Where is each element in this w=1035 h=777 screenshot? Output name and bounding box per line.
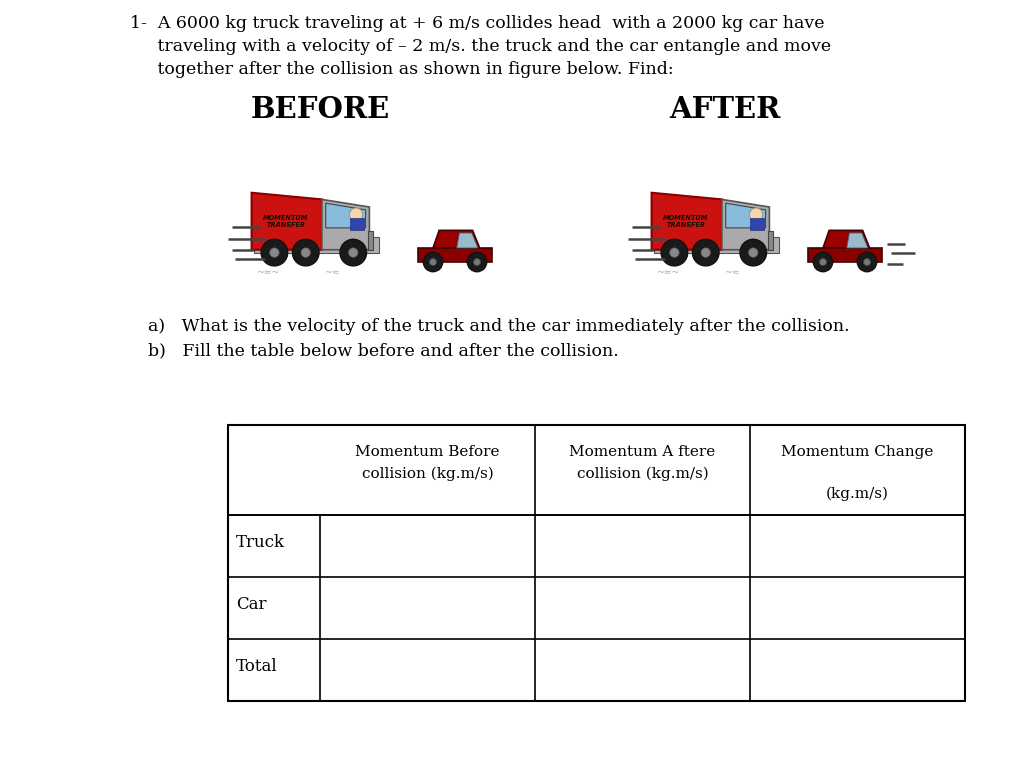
Text: collision (kg.m/s): collision (kg.m/s) <box>576 467 708 482</box>
Circle shape <box>749 208 763 221</box>
Text: BEFORE: BEFORE <box>250 95 389 124</box>
Polygon shape <box>808 248 882 262</box>
Polygon shape <box>823 230 869 248</box>
Polygon shape <box>433 230 479 248</box>
Circle shape <box>820 259 827 266</box>
Polygon shape <box>653 238 779 253</box>
Text: collision (kg.m/s): collision (kg.m/s) <box>361 467 494 482</box>
Text: Momentum Change: Momentum Change <box>781 445 934 459</box>
Circle shape <box>814 253 833 272</box>
Text: together after the collision as shown in figure below. Find:: together after the collision as shown in… <box>130 61 674 78</box>
Text: 1-  A 6000 kg truck traveling at + 6 m/s collides head  with a 2000 kg car have: 1- A 6000 kg truck traveling at + 6 m/s … <box>130 15 825 32</box>
Bar <box>228 425 965 701</box>
Circle shape <box>701 248 710 257</box>
Text: traveling with a velocity of – 2 m/s. the truck and the car entangle and move: traveling with a velocity of – 2 m/s. th… <box>130 38 831 55</box>
Polygon shape <box>456 233 478 248</box>
Text: ~≈: ~≈ <box>324 268 339 277</box>
Circle shape <box>748 248 758 257</box>
Bar <box>367 231 374 249</box>
Circle shape <box>350 208 362 221</box>
Circle shape <box>423 253 443 272</box>
Polygon shape <box>847 233 868 248</box>
Text: a)   What is the velocity of the truck and the car immediately after the collisi: a) What is the velocity of the truck and… <box>148 318 850 335</box>
Polygon shape <box>326 204 365 228</box>
Text: (kg.m/s): (kg.m/s) <box>826 487 889 501</box>
Text: MOMENTUM
TRANSFER: MOMENTUM TRANSFER <box>663 214 709 228</box>
Circle shape <box>863 259 870 266</box>
Text: ~≈: ~≈ <box>723 268 739 277</box>
Circle shape <box>661 239 687 266</box>
Circle shape <box>430 259 437 266</box>
Text: MOMENTUM
TRANSFER: MOMENTUM TRANSFER <box>263 214 308 228</box>
Circle shape <box>293 239 319 266</box>
Circle shape <box>270 248 279 257</box>
Text: Momentum A ftere: Momentum A ftere <box>569 445 715 459</box>
Text: Car: Car <box>236 597 266 613</box>
Circle shape <box>670 248 679 257</box>
Bar <box>351 218 363 230</box>
Circle shape <box>349 248 358 257</box>
Circle shape <box>692 239 719 266</box>
Text: ~≈~: ~≈~ <box>256 268 279 277</box>
Text: b)   Fill the table below before and after the collision.: b) Fill the table below before and after… <box>148 342 619 359</box>
Circle shape <box>339 239 366 266</box>
Text: Total: Total <box>236 658 277 675</box>
Bar <box>750 218 764 230</box>
Polygon shape <box>652 193 721 249</box>
Polygon shape <box>322 200 369 249</box>
Polygon shape <box>252 193 322 249</box>
Polygon shape <box>254 238 379 253</box>
Bar <box>768 231 773 249</box>
Circle shape <box>301 248 310 257</box>
Circle shape <box>261 239 288 266</box>
Circle shape <box>473 259 480 266</box>
Circle shape <box>468 253 486 272</box>
Text: AFTER: AFTER <box>670 95 780 124</box>
Text: Truck: Truck <box>236 535 285 552</box>
Text: ~≈~: ~≈~ <box>656 268 679 277</box>
Polygon shape <box>726 204 766 228</box>
Text: Momentum Before: Momentum Before <box>355 445 500 459</box>
Circle shape <box>740 239 767 266</box>
Polygon shape <box>721 200 769 249</box>
Polygon shape <box>418 248 492 262</box>
Circle shape <box>857 253 877 272</box>
